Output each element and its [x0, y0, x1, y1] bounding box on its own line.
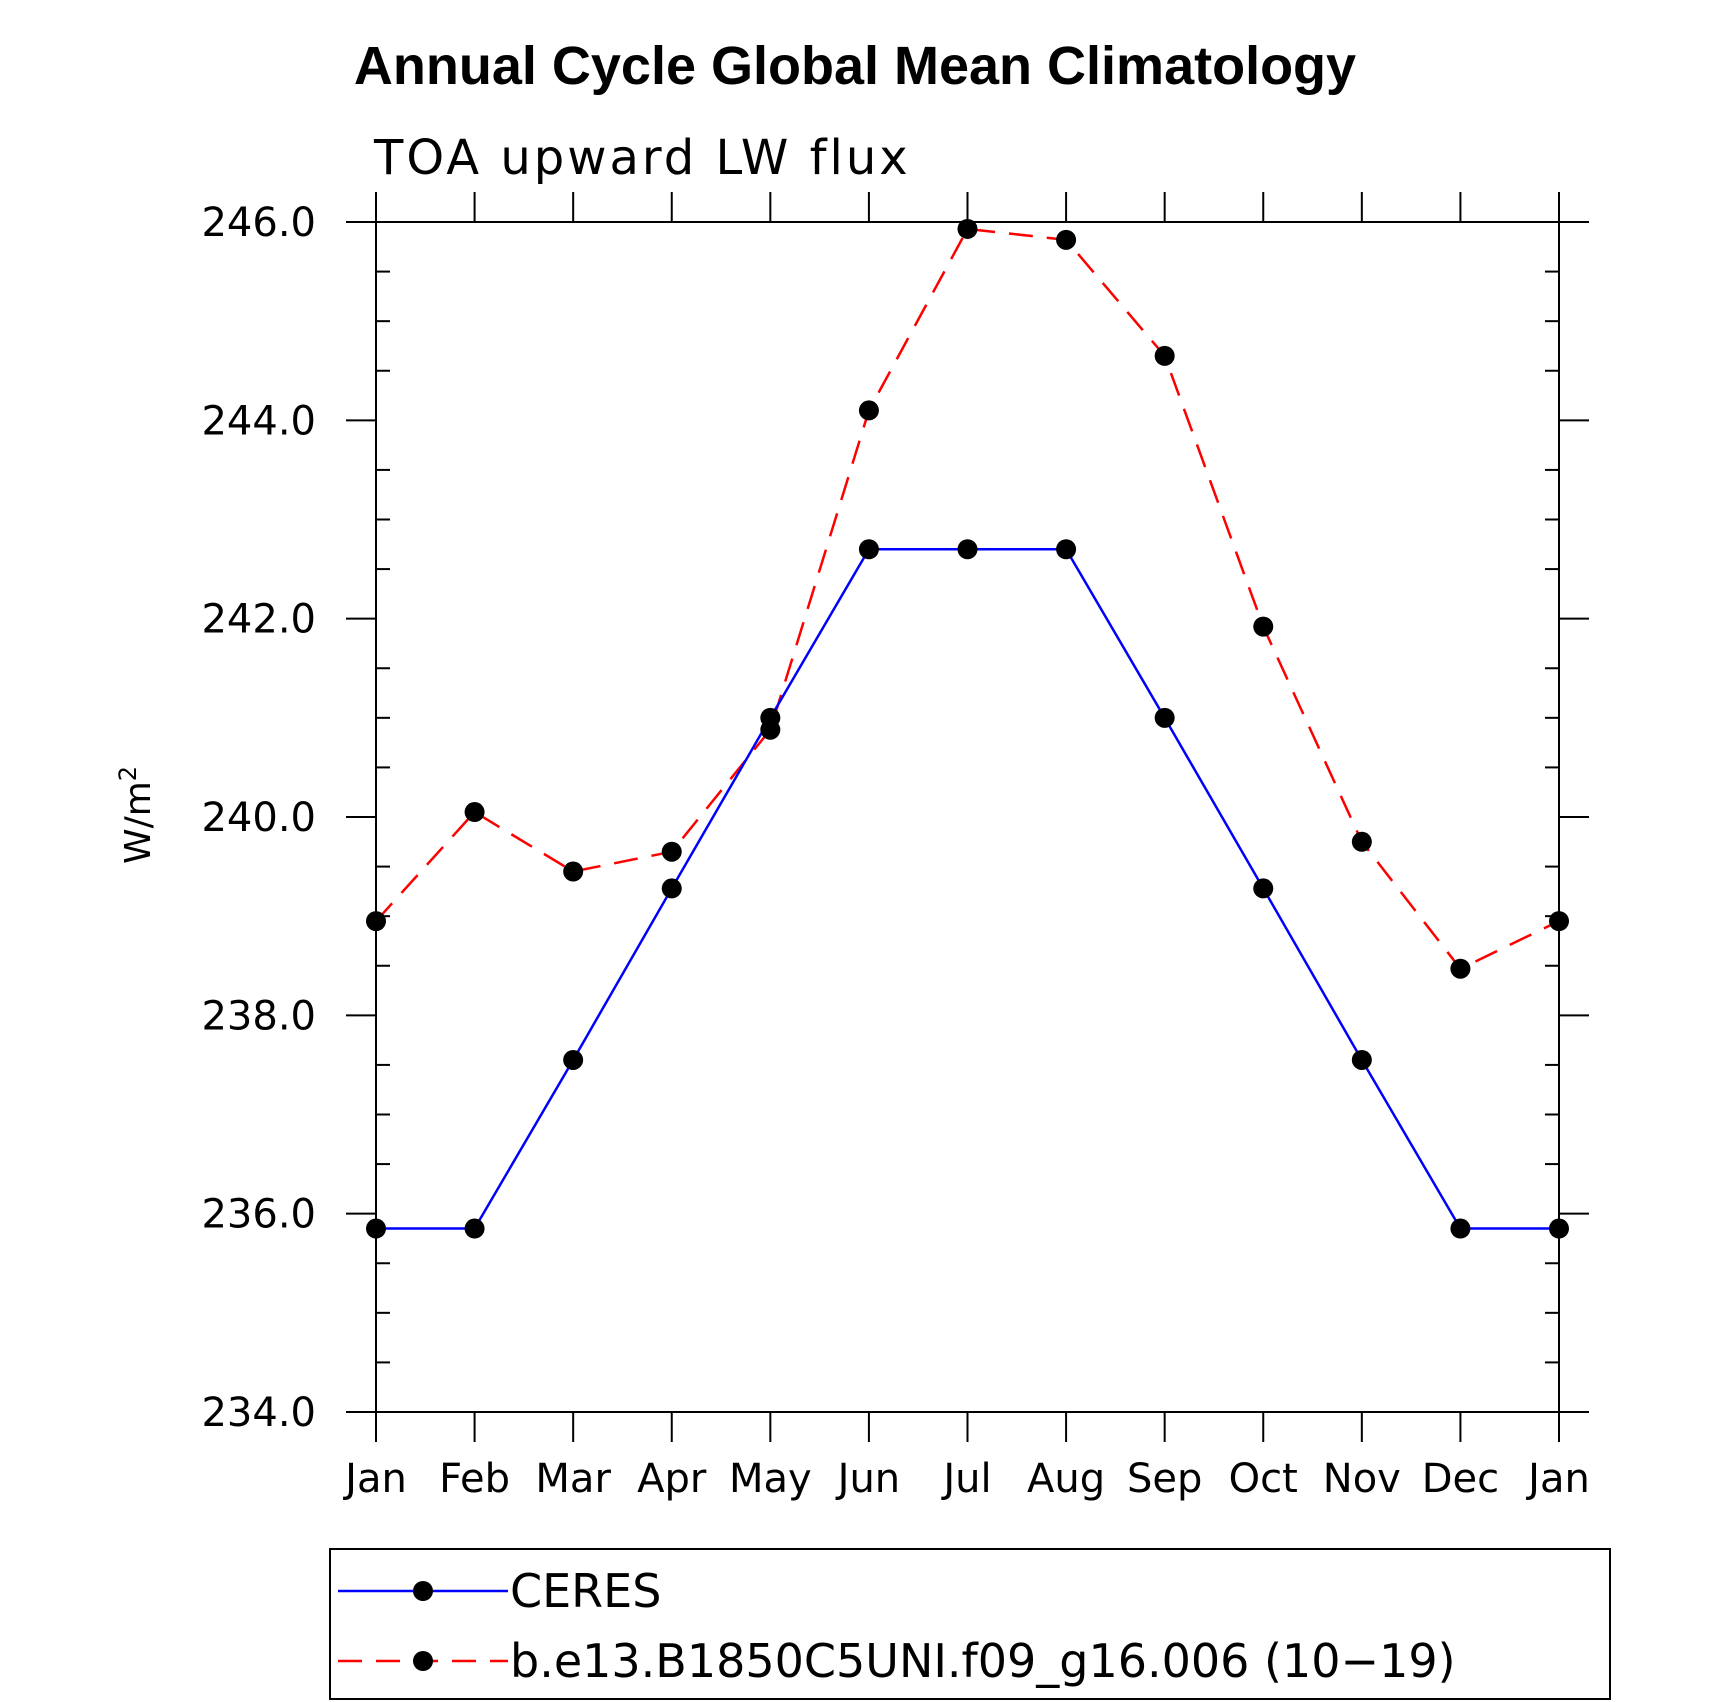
series-point-1 [1549, 911, 1569, 932]
x-tick-label: May [729, 1456, 812, 1502]
y-tick-label: 236.0 [201, 1192, 316, 1238]
plot-frame [375, 221, 1560, 1413]
legend-entry-model: b.e13.B1850C5UNI.f09_g16.006 (10−19) [338, 1634, 1456, 1688]
series-line-0 [376, 548, 1559, 1230]
plot-area: 234.0 236.0 238.0 240.0 242.0 244.0 246.0 Jan F… [201, 192, 1590, 1502]
series-point-0 [1351, 1049, 1372, 1070]
y-tick-label: 242.0 [201, 597, 316, 643]
x-axis-ticks: Jan Feb Mar Apr May Jun Jul Aug Sep Oct Nov Dec Jan [342, 192, 1590, 1502]
chart-subtitle: TOA upward LW flux [373, 130, 911, 186]
legend-marker-model [413, 1651, 433, 1671]
series-point-0 [661, 878, 682, 899]
x-tick-label: Jun [835, 1456, 901, 1502]
x-tick-label: Aug [1027, 1456, 1105, 1502]
y-tick-label: 234.0 [201, 1390, 316, 1436]
y-axis-ticks: 234.0 236.0 238.0 240.0 242.0 244.0 246.0 [201, 200, 1589, 1436]
series-point-0 [858, 539, 879, 560]
series-point-1 [1056, 229, 1077, 250]
x-tick-label: Sep [1127, 1456, 1202, 1502]
legend-label-ceres: CERES [510, 1564, 661, 1618]
series-point-0 [957, 539, 978, 560]
series-layer [366, 218, 1569, 1239]
y-tick-label: 240.0 [201, 795, 316, 841]
legend-box [329, 1548, 1611, 1700]
series-point-0 [760, 707, 781, 728]
series-point-1 [858, 400, 879, 421]
y-axis-label-superscript: 2 [114, 766, 142, 781]
y-tick-label: 238.0 [201, 993, 316, 1039]
series-point-0 [1056, 539, 1077, 560]
y-tick-label: 246.0 [201, 200, 316, 246]
series-point-0 [1253, 878, 1274, 899]
legend-label-model: b.e13.B1850C5UNI.f09_g16.006 (10−19) [510, 1634, 1456, 1688]
series-point-0 [563, 1049, 584, 1070]
series-point-0 [1450, 1218, 1471, 1239]
series-point-0 [1154, 707, 1175, 728]
series-point-1 [1351, 831, 1372, 852]
series-line-1 [375, 227, 1560, 971]
series-point-1 [1253, 616, 1274, 637]
chart-title: Annual Cycle Global Mean Climatology [354, 36, 1356, 96]
series-point-1 [563, 861, 584, 882]
x-tick-label: Dec [1422, 1456, 1499, 1502]
series-point-0 [366, 1218, 386, 1239]
y-axis-label: W/m2 [114, 766, 159, 864]
legend-entry-ceres: CERES [338, 1564, 661, 1618]
series-point-1 [1450, 958, 1471, 979]
series-point-0 [464, 1218, 485, 1239]
series-point-1 [464, 802, 485, 823]
series-point-0 [1549, 1218, 1569, 1239]
y-axis-label-text: W/m [118, 781, 159, 864]
x-tick-label: Jul [940, 1456, 991, 1502]
series-point-1 [366, 911, 386, 932]
series-point-1 [661, 841, 682, 862]
legend-marker-ceres [413, 1581, 433, 1601]
x-tick-label: Jan [342, 1456, 407, 1502]
legend: CERES b.e13.B1850C5UNI.f09_g16.006 (10−1… [329, 1548, 1611, 1700]
x-tick-label: Nov [1323, 1456, 1401, 1502]
x-tick-label: Feb [439, 1456, 510, 1502]
y-tick-label: 244.0 [201, 398, 316, 444]
series-point-1 [1154, 345, 1175, 366]
x-tick-label: Mar [535, 1456, 611, 1502]
series-point-1 [957, 218, 978, 239]
x-tick-label: Jan [1525, 1456, 1590, 1502]
x-tick-label: Oct [1229, 1456, 1298, 1502]
x-tick-label: Apr [637, 1456, 707, 1502]
